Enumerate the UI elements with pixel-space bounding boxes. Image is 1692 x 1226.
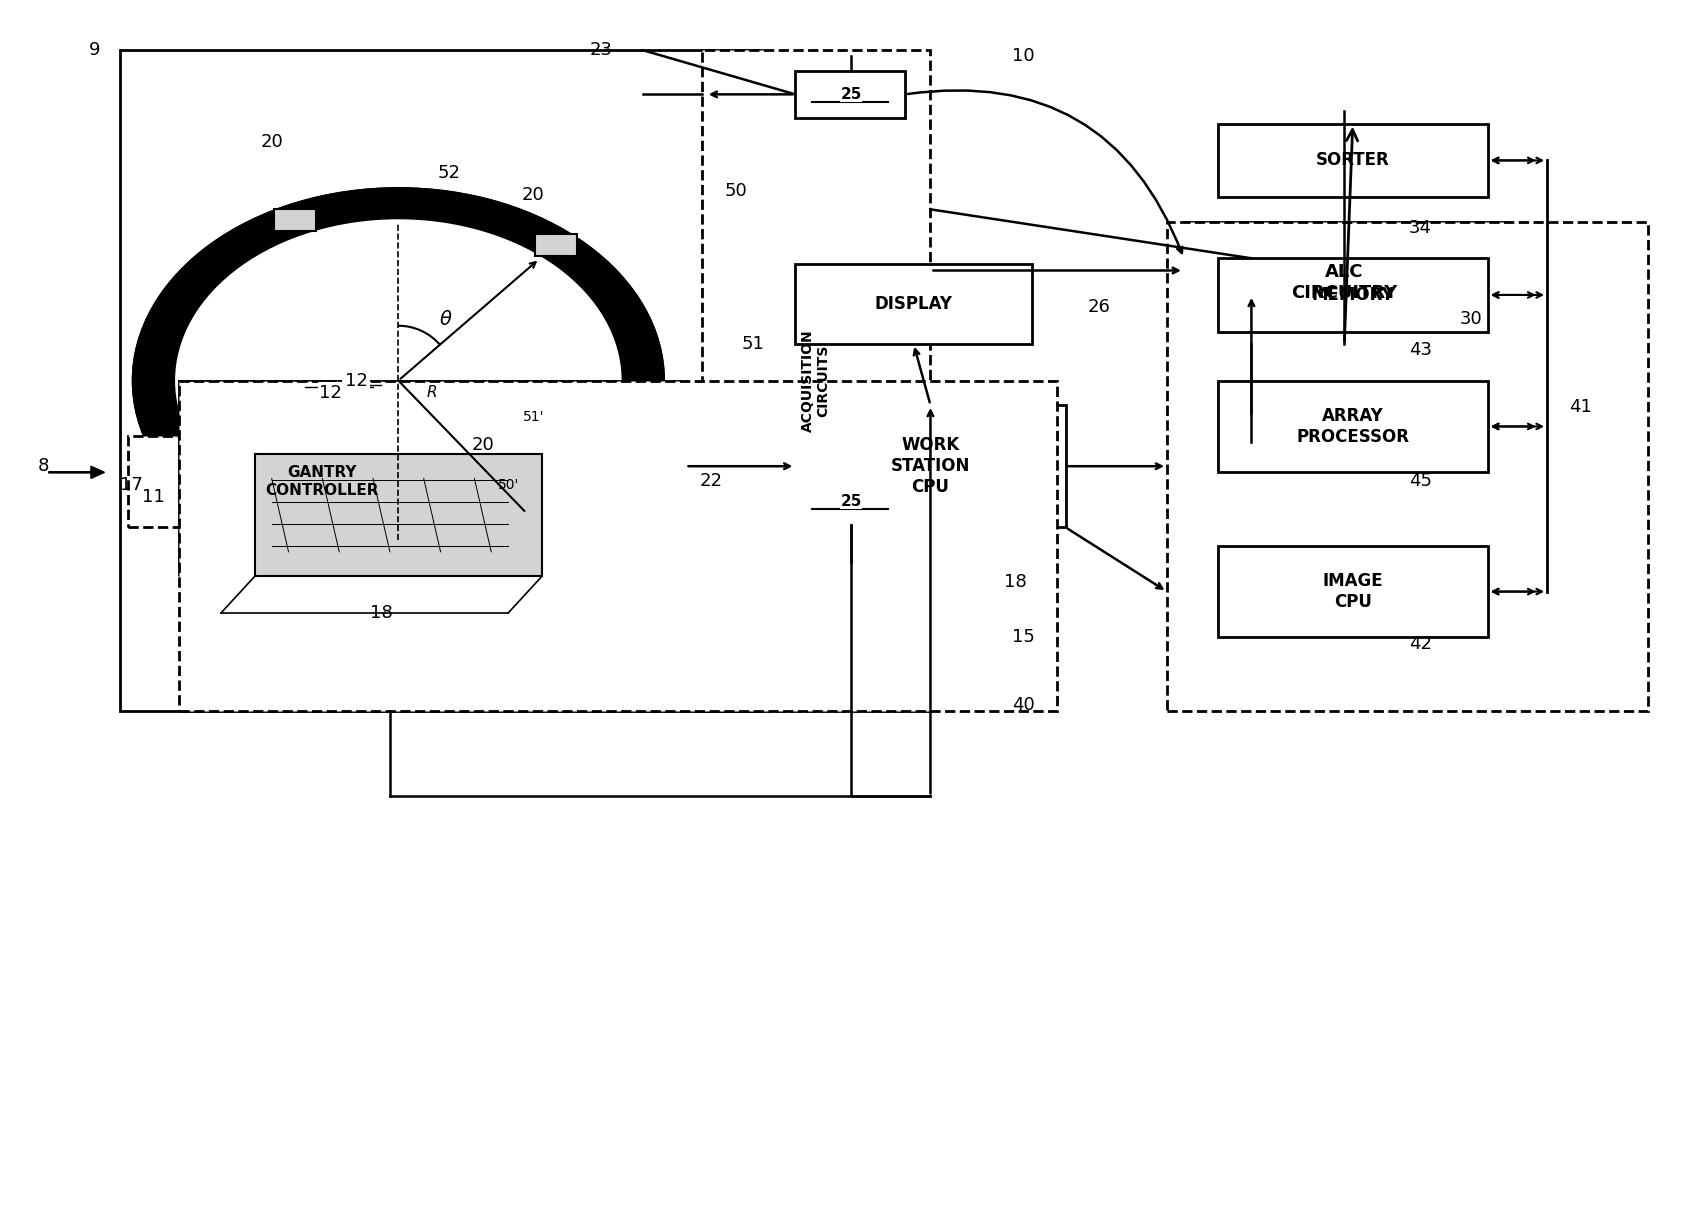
- FancyBboxPatch shape: [179, 380, 1058, 711]
- Text: IMAGE
CPU: IMAGE CPU: [1323, 573, 1382, 611]
- Text: 51: 51: [741, 335, 765, 353]
- FancyArrow shape: [49, 466, 105, 478]
- Text: 45: 45: [1409, 472, 1431, 490]
- Text: 17: 17: [120, 476, 142, 494]
- Text: SORTER: SORTER: [1316, 151, 1389, 169]
- FancyBboxPatch shape: [1218, 124, 1487, 197]
- Text: ALC
CIRCUITRY: ALC CIRCUITRY: [1291, 264, 1398, 302]
- Text: GANTRY
CONTROLLER: GANTRY CONTROLLER: [266, 466, 379, 498]
- FancyBboxPatch shape: [179, 380, 685, 576]
- Text: 20: 20: [261, 134, 283, 151]
- FancyBboxPatch shape: [1218, 259, 1487, 332]
- Text: 18: 18: [1003, 574, 1027, 591]
- Text: ARRAY
PROCESSOR: ARRAY PROCESSOR: [1296, 407, 1409, 446]
- Text: 50: 50: [724, 181, 748, 200]
- Text: 8: 8: [37, 457, 49, 476]
- FancyBboxPatch shape: [120, 50, 761, 711]
- Text: 52: 52: [438, 163, 460, 181]
- Text: 43: 43: [1409, 341, 1431, 359]
- Text: ACQUISITION
CIRCUITS: ACQUISITION CIRCUITS: [800, 330, 831, 432]
- Text: 11: 11: [142, 488, 164, 506]
- Text: 10: 10: [1012, 48, 1036, 65]
- FancyBboxPatch shape: [1218, 380, 1487, 472]
- Text: 41: 41: [1570, 398, 1592, 417]
- FancyBboxPatch shape: [255, 454, 541, 576]
- FancyBboxPatch shape: [795, 478, 905, 525]
- Text: $\theta$: $\theta$: [438, 310, 452, 329]
- Text: 25: 25: [841, 494, 861, 509]
- FancyBboxPatch shape: [1218, 546, 1487, 638]
- FancyBboxPatch shape: [535, 234, 577, 256]
- Circle shape: [134, 189, 663, 573]
- FancyBboxPatch shape: [795, 71, 905, 118]
- Text: 25: 25: [841, 87, 861, 102]
- FancyBboxPatch shape: [795, 405, 1066, 527]
- Text: 51': 51': [523, 411, 545, 424]
- Text: 9: 9: [88, 42, 100, 59]
- Text: 20: 20: [523, 185, 545, 204]
- Text: MEMORY: MEMORY: [1311, 286, 1394, 304]
- Text: R: R: [426, 385, 438, 401]
- FancyBboxPatch shape: [795, 265, 1032, 343]
- Text: DISPLAY: DISPLAY: [875, 295, 953, 313]
- Text: 50': 50': [497, 478, 519, 492]
- Text: 15: 15: [1012, 629, 1036, 646]
- FancyBboxPatch shape: [1184, 222, 1504, 343]
- Text: 34: 34: [1409, 218, 1431, 237]
- Text: 12: 12: [345, 371, 367, 390]
- Text: 30: 30: [1460, 310, 1482, 329]
- Circle shape: [174, 218, 623, 543]
- Text: WORK
STATION
CPU: WORK STATION CPU: [890, 436, 970, 497]
- Text: 22: 22: [699, 472, 722, 490]
- Text: 20: 20: [472, 436, 494, 455]
- FancyBboxPatch shape: [274, 208, 316, 230]
- Text: 18: 18: [371, 604, 393, 622]
- FancyBboxPatch shape: [702, 50, 931, 711]
- Wedge shape: [134, 189, 663, 573]
- Text: 12: 12: [320, 384, 342, 402]
- Text: 23: 23: [589, 42, 613, 59]
- Text: 40: 40: [1012, 695, 1036, 714]
- FancyBboxPatch shape: [1167, 222, 1648, 711]
- Text: 26: 26: [1088, 298, 1112, 316]
- Text: 42: 42: [1409, 635, 1431, 652]
- FancyBboxPatch shape: [129, 435, 516, 527]
